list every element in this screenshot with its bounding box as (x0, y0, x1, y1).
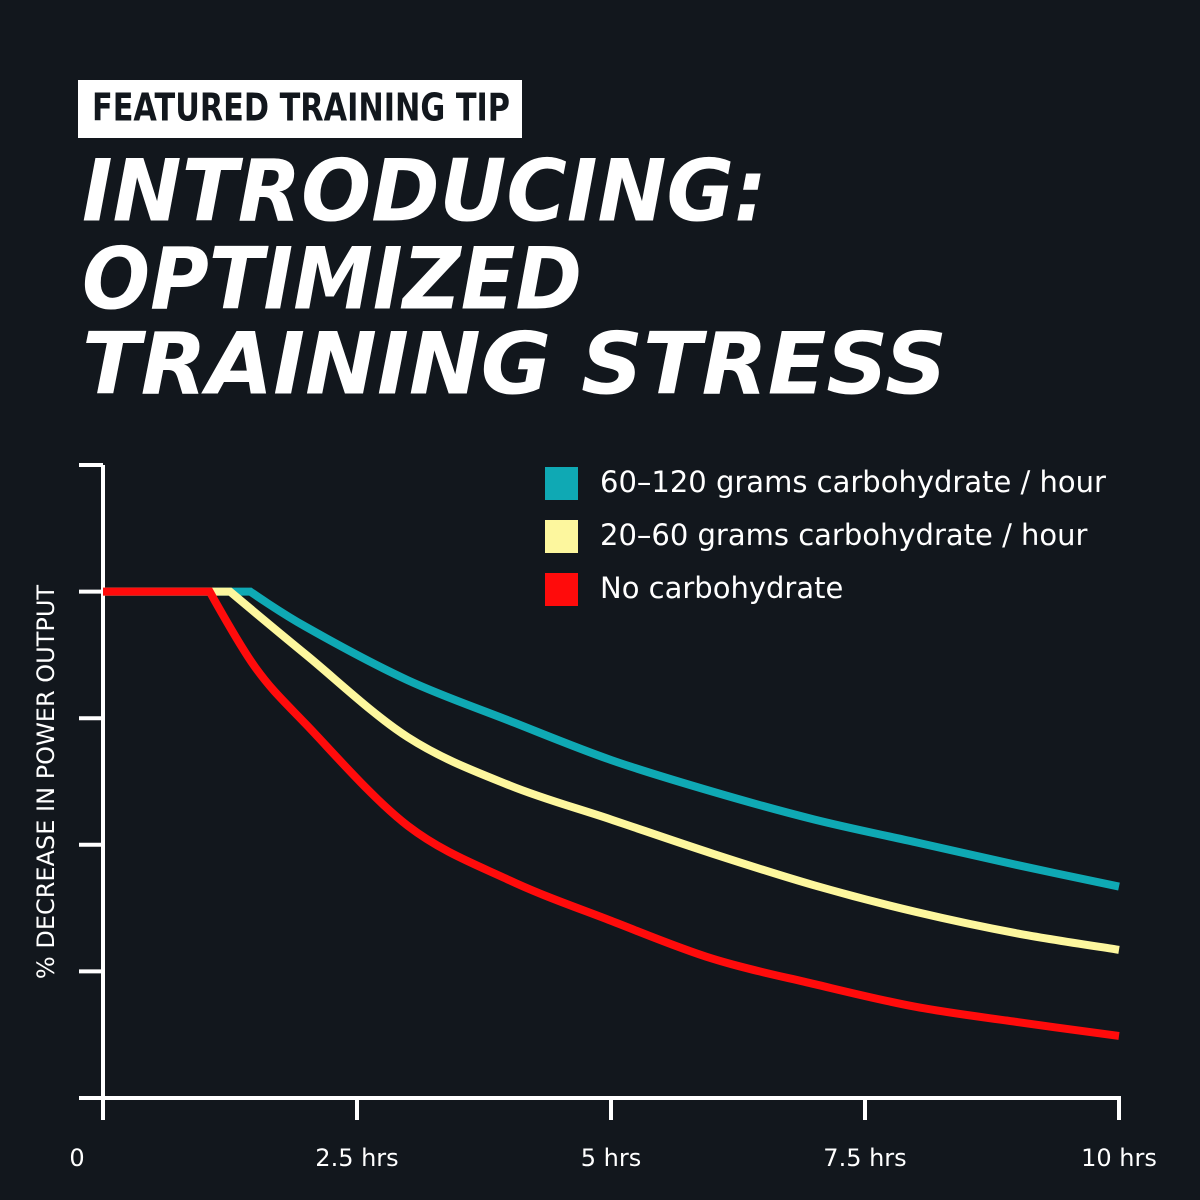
series-line (103, 587, 1120, 1040)
legend-swatch (545, 573, 578, 606)
title-line: TRAINING STRESS (82, 314, 947, 414)
legend-swatch (545, 520, 578, 553)
title-line: INTRODUCING: (82, 141, 767, 241)
x-tick-label: 0 (69, 1144, 84, 1172)
x-tick-label: 10 hrs (1081, 1144, 1157, 1172)
x-tick-label: 7.5 hrs (823, 1144, 906, 1172)
legend-label: 60–120 grams carbohydrate / hour (600, 465, 1106, 499)
x-tick-label: 5 hrs (581, 1144, 641, 1172)
x-tick-label: 2.5 hrs (315, 1144, 398, 1172)
series-line (103, 587, 1120, 954)
title-line: OPTIMIZED (82, 229, 582, 329)
kicker-box (78, 80, 522, 138)
y-axis-label: % DECREASE IN POWER OUTPUT (32, 585, 60, 980)
kicker: FEATURED TRAINING TIP (92, 86, 510, 130)
legend-label: No carbohydrate (600, 571, 843, 605)
legend-label: 20–60 grams carbohydrate / hour (600, 518, 1088, 552)
series-line (103, 587, 1120, 891)
legend-swatch (545, 467, 578, 500)
